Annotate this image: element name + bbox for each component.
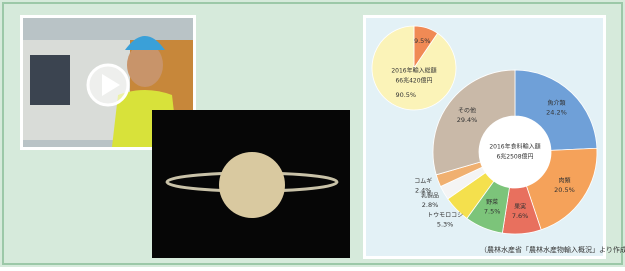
value-label: 90.5% (395, 91, 416, 99)
value-label: 2.8% (422, 201, 439, 209)
source-note: （農林水産省「農林水産物輸入概況」より作成） (480, 245, 625, 254)
slice-name: コムギ (414, 178, 432, 185)
value-label: 9.5% (414, 37, 431, 45)
slice-name: その他 (458, 106, 476, 114)
saturn-planet (219, 152, 285, 218)
chart-subtitle: 6兆2508億円 (496, 153, 533, 161)
chart-subtitle: 66兆420億円 (395, 77, 432, 85)
tram-window (30, 55, 70, 105)
value-label: 29.4% (457, 116, 478, 124)
slice-name: 肉類 (559, 176, 571, 184)
value-label: 2.4% (415, 186, 432, 194)
value-label: 7.6% (512, 212, 529, 220)
chart-title: 2016年食料輸入額 (489, 143, 540, 151)
slice-name: 果実 (514, 202, 526, 210)
value-label: 7.5% (484, 207, 501, 215)
slice-name: 野菜 (486, 198, 498, 206)
value-label: 20.5% (554, 186, 575, 194)
slice-name: トウモロコシ (427, 211, 463, 219)
value-label: 24.2% (546, 109, 567, 117)
slice-name: 魚介類 (547, 99, 565, 107)
chart-title: 2016年輸入総額 (391, 67, 436, 75)
donut-hole (479, 116, 551, 188)
value-label: 5.3% (437, 221, 454, 229)
page: （農林水産省「農林水産物輸入概況」より作成） 9.5% 90.5% 2016年輸入総… (0, 0, 625, 267)
